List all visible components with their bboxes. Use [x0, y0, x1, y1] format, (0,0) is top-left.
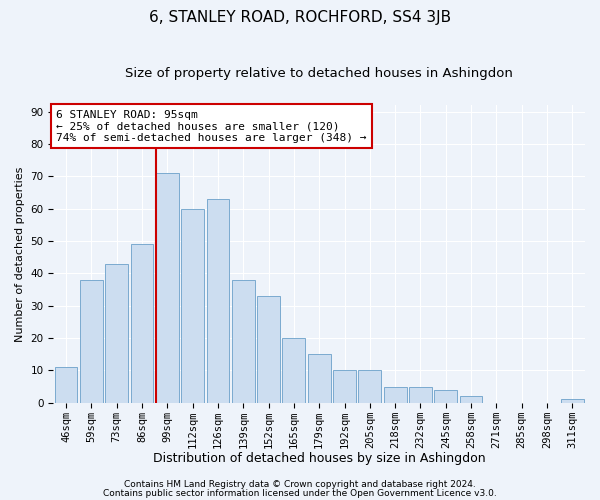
Bar — [333, 370, 356, 402]
Y-axis label: Number of detached properties: Number of detached properties — [15, 166, 25, 342]
Bar — [55, 367, 77, 402]
Bar — [131, 244, 154, 402]
X-axis label: Distribution of detached houses by size in Ashingdon: Distribution of detached houses by size … — [153, 452, 485, 465]
Bar — [156, 173, 179, 402]
Bar — [561, 400, 584, 402]
Bar — [105, 264, 128, 402]
Bar — [206, 199, 229, 402]
Text: Contains HM Land Registry data © Crown copyright and database right 2024.: Contains HM Land Registry data © Crown c… — [124, 480, 476, 489]
Text: Contains public sector information licensed under the Open Government Licence v3: Contains public sector information licen… — [103, 488, 497, 498]
Text: 6 STANLEY ROAD: 95sqm
← 25% of detached houses are smaller (120)
74% of semi-det: 6 STANLEY ROAD: 95sqm ← 25% of detached … — [56, 110, 367, 143]
Bar — [232, 280, 254, 402]
Title: Size of property relative to detached houses in Ashingdon: Size of property relative to detached ho… — [125, 68, 513, 80]
Bar — [434, 390, 457, 402]
Bar — [257, 296, 280, 403]
Bar — [80, 280, 103, 402]
Bar — [283, 338, 305, 402]
Bar — [308, 354, 331, 403]
Bar — [460, 396, 482, 402]
Bar — [409, 386, 432, 402]
Text: 6, STANLEY ROAD, ROCHFORD, SS4 3JB: 6, STANLEY ROAD, ROCHFORD, SS4 3JB — [149, 10, 451, 25]
Bar — [384, 386, 407, 402]
Bar — [181, 208, 204, 402]
Bar — [358, 370, 381, 402]
